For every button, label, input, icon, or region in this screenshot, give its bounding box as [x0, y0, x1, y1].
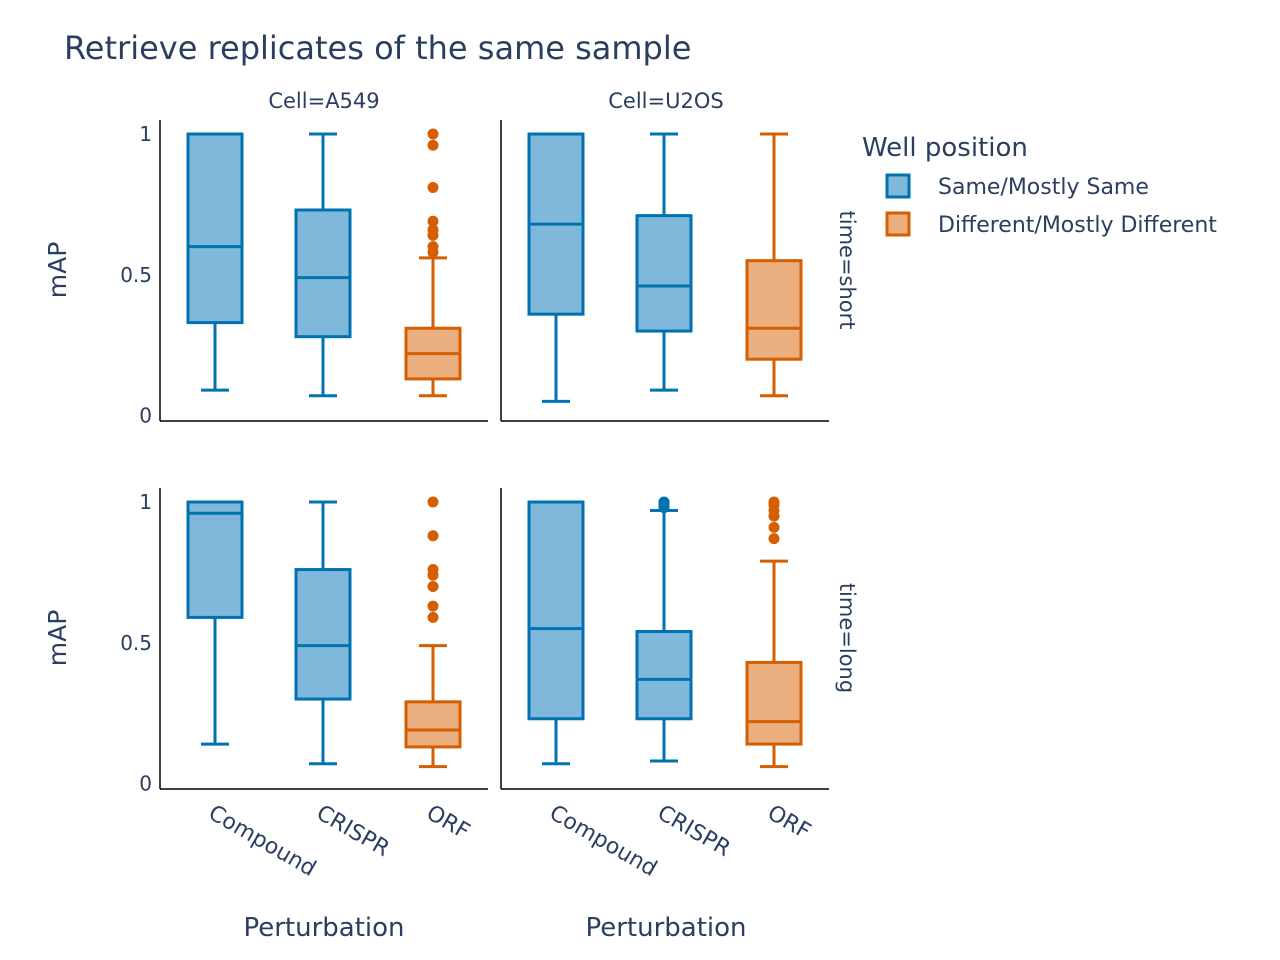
legend[interactable]: Well position Same/Mostly Same Different…	[862, 133, 1217, 238]
iqr-box[interactable]	[635, 629, 693, 721]
outlier-point[interactable]	[427, 611, 439, 623]
outlier-point[interactable]	[427, 530, 439, 542]
box-compound	[186, 500, 244, 746]
iqr-box[interactable]	[745, 259, 803, 361]
panel-r0-c0: 00.51	[120, 120, 488, 428]
box-compound	[186, 132, 244, 392]
box-crispr	[635, 496, 693, 763]
x-tick-label: Compound	[204, 801, 320, 882]
legend-swatch-different	[885, 211, 911, 237]
row-facet-label-short: time=short	[835, 210, 859, 329]
x-tick-label: CRISPR	[653, 801, 734, 862]
x-tick-label: CRISPR	[312, 801, 393, 862]
legend-item-different[interactable]: Different/Mostly Different	[885, 211, 1217, 238]
y-axis-title-top: mAP	[43, 242, 72, 299]
iqr-box[interactable]	[635, 214, 693, 333]
box-orf	[745, 132, 803, 398]
outlier-point[interactable]	[768, 496, 780, 508]
iqr-box[interactable]	[294, 568, 352, 701]
x-tick-label: Compound	[545, 801, 661, 882]
y-tick-label: 1	[139, 122, 152, 146]
box-crispr	[294, 500, 352, 766]
x-axis-title-right: Perturbation	[585, 913, 746, 943]
legend-label-different: Different/Mostly Different	[938, 213, 1217, 238]
outlier-point[interactable]	[768, 533, 780, 545]
panel-r0-c1	[500, 120, 829, 422]
iqr-box[interactable]	[186, 132, 244, 325]
iqr-box[interactable]	[404, 700, 462, 749]
outlier-point[interactable]	[427, 580, 439, 592]
y-axis-title-bottom: mAP	[43, 610, 72, 667]
iqr-box[interactable]	[186, 500, 244, 619]
x-tick-label: ORF	[422, 801, 474, 845]
outlier-point[interactable]	[427, 128, 439, 140]
box-crispr	[635, 132, 693, 392]
col-facet-label-a549: Cell=A549	[268, 89, 379, 113]
box-compound	[527, 132, 585, 403]
x-tick-label: ORF	[763, 801, 815, 845]
outlier-point[interactable]	[427, 564, 439, 576]
y-tick-label: 0.5	[120, 263, 152, 287]
box-orf	[745, 496, 803, 769]
iqr-box[interactable]	[745, 660, 803, 746]
outlier-point[interactable]	[427, 496, 439, 508]
outlier-point[interactable]	[427, 224, 439, 236]
outlier-point[interactable]	[768, 521, 780, 533]
legend-swatch-same	[885, 173, 911, 199]
iqr-box[interactable]	[527, 500, 585, 721]
outlier-point[interactable]	[427, 139, 439, 151]
outlier-point[interactable]	[427, 215, 439, 227]
chart-title: Retrieve replicates of the same sample	[64, 29, 691, 67]
outlier-point[interactable]	[427, 241, 439, 253]
outlier-point[interactable]	[658, 496, 670, 508]
y-tick-label: 0.5	[120, 631, 152, 655]
outlier-point[interactable]	[427, 181, 439, 193]
box-orf	[404, 128, 462, 398]
legend-title: Well position	[862, 133, 1028, 163]
row-facet-label-long: time=long	[835, 583, 859, 693]
y-tick-label: 1	[139, 490, 152, 514]
box-orf	[404, 496, 462, 769]
y-tick-label: 0	[139, 404, 152, 428]
box-compound	[527, 500, 585, 766]
col-facet-label-u2os: Cell=U2OS	[608, 89, 723, 113]
x-axis-title-left: Perturbation	[243, 913, 404, 943]
iqr-box[interactable]	[294, 208, 352, 339]
y-tick-label: 0	[139, 772, 152, 796]
outlier-point[interactable]	[427, 600, 439, 612]
legend-label-same: Same/Mostly Same	[938, 175, 1149, 200]
legend-item-same[interactable]: Same/Mostly Same	[885, 173, 1149, 200]
box-crispr	[294, 132, 352, 398]
